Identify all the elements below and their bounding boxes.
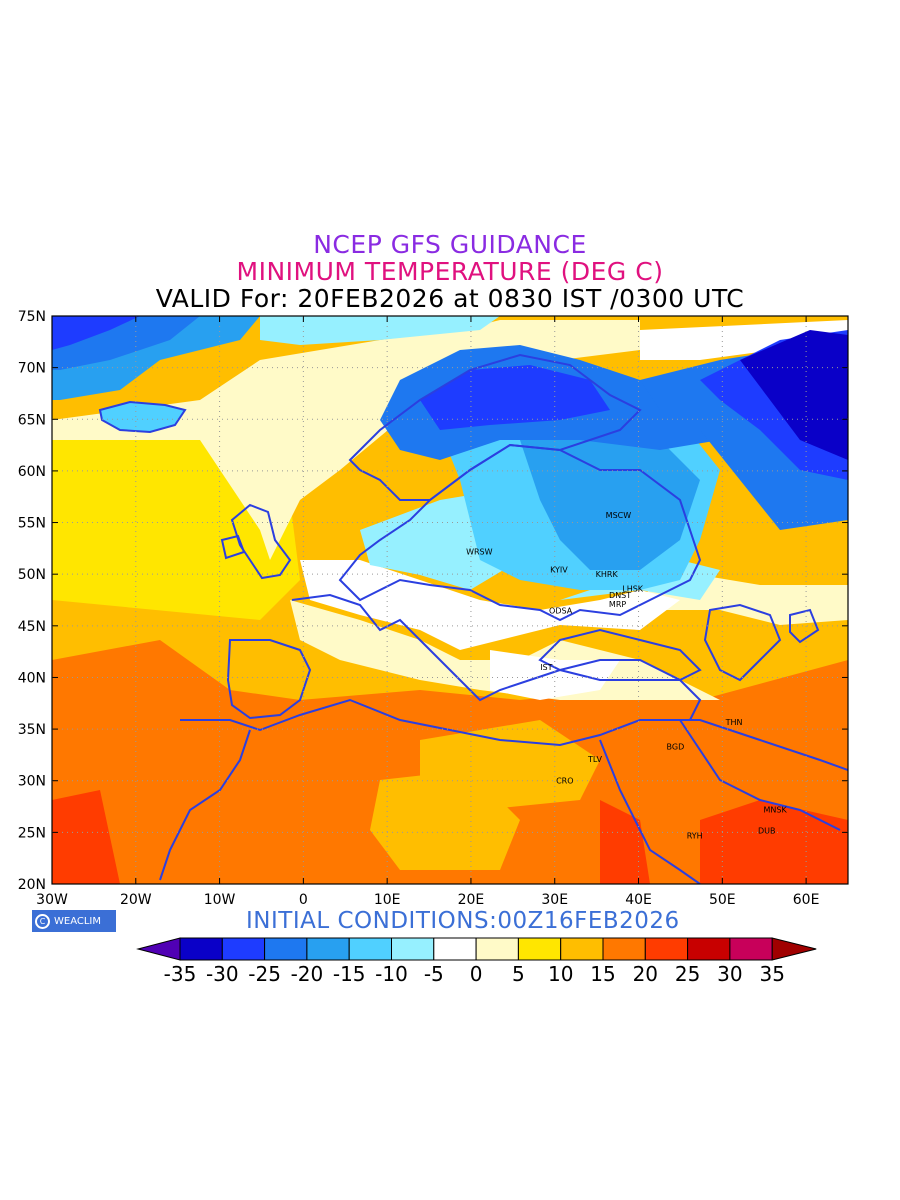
colorbar-label: 10: [548, 962, 573, 986]
lon-label: 50E: [709, 892, 736, 908]
colorbar-swatch: [687, 937, 731, 961]
longitude-labels: 30W 20W 10W 0 10E 20E 30E 40E 50E 60E: [36, 892, 819, 908]
lat-label: 45N: [18, 619, 46, 635]
lon-label: 20E: [458, 892, 485, 908]
latitude-labels: 75N 70N 65N 60N 55N 50N 45N 40N 35N 30N 25N 20N: [18, 309, 46, 893]
colorbar-label: 0: [470, 962, 483, 986]
lat-label: 55N: [18, 516, 46, 532]
city-label-kyiv: KYIV: [550, 566, 568, 575]
lon-label: 0: [299, 892, 308, 908]
city-label-dnst: DNST: [609, 591, 631, 600]
colorbar-label: 25: [675, 962, 700, 986]
colorbar-under-arrow: [136, 937, 181, 961]
city-label-dub: DUB: [758, 826, 776, 835]
colorbar-swatch: [729, 937, 773, 961]
lon-label: 10E: [374, 892, 401, 908]
initial-conditions-label: INITIAL CONDITIONS:00Z16FEB2026: [246, 908, 680, 934]
lat-label: 50N: [18, 567, 46, 583]
city-label-thn: THN: [725, 718, 743, 727]
colorbar-swatch: [179, 937, 223, 961]
colorbar-swatch: [221, 937, 266, 961]
colorbar-swatch: [560, 937, 604, 961]
city-label-wrsw: WRSW: [466, 547, 493, 556]
colorbar: -35 -30 -25 -20 -15 -10 -5 0 5 10 15 20 25 30 35: [136, 937, 817, 986]
colorbar-label: -15: [333, 962, 366, 986]
temperature-field: [52, 316, 848, 884]
colorbar-swatch: [602, 937, 646, 961]
weaclim-logo: C WEACLIM: [32, 910, 116, 932]
city-label-ryh: RYH: [687, 831, 703, 840]
city-label-mnsk: MNSK: [763, 806, 787, 815]
colorbar-label: 30: [717, 962, 742, 986]
colorbar-label: 5: [512, 962, 525, 986]
lon-label: 20W: [120, 892, 152, 908]
colorbar-swatch: [348, 937, 393, 961]
title-line-2: MINIMUM TEMPERATURE (DEG C): [236, 257, 664, 286]
city-label-lhsk: LHSK: [622, 585, 644, 594]
colorbar-swatch: [475, 937, 519, 961]
map-frame: [51, 315, 849, 885]
colorbar-swatch: [433, 937, 477, 961]
lat-label: 35N: [18, 722, 46, 738]
colorbar-swatch: [517, 937, 562, 961]
colorbar-label: -35: [164, 962, 197, 986]
colorbar-label: -10: [375, 962, 408, 986]
lon-label: 60E: [793, 892, 820, 908]
lat-label: 75N: [18, 309, 46, 325]
lat-label: 60N: [18, 464, 46, 480]
title-line-1: NCEP GFS GUIDANCE: [313, 230, 587, 259]
logo-icon: C: [35, 913, 50, 929]
lon-label: 40E: [625, 892, 652, 908]
lat-label: 25N: [18, 825, 46, 841]
colorbar-swatch: [306, 937, 350, 961]
colorbar-label: 15: [590, 962, 615, 986]
lat-label: 70N: [18, 361, 46, 377]
colorbar-label: 35: [759, 962, 784, 986]
lon-label: 10W: [204, 892, 236, 908]
city-label-khrk: KHRK: [596, 570, 619, 579]
lon-label: 30W: [36, 892, 68, 908]
city-label-bgd: BGD: [667, 743, 685, 752]
colorbar-swatch: [264, 937, 308, 961]
lat-label: 40N: [18, 670, 46, 686]
colorbar-label: 20: [633, 962, 658, 986]
lat-label: 20N: [18, 877, 46, 893]
colorbar-label: -5: [424, 962, 444, 986]
lon-label: 30E: [541, 892, 568, 908]
city-label-mscw: MSCW: [606, 511, 632, 520]
logo-text: WEACLIM: [54, 915, 102, 927]
colorbar-label: -20: [291, 962, 324, 986]
colorbar-label: -25: [248, 962, 281, 986]
city-label-tlv: TLV: [587, 755, 602, 764]
city-label-cro: CRO: [556, 777, 573, 786]
colorbar-swatch: [644, 937, 689, 961]
colorbar-swatch: [391, 937, 435, 961]
coastlines: [98, 353, 848, 884]
title-line-3: VALID For: 20FEB2026 at 0830 IST /0300 U…: [155, 284, 745, 313]
colorbar-label: -30: [206, 962, 239, 986]
axis-ticks: [51, 315, 848, 885]
lat-label: 30N: [18, 774, 46, 790]
city-label-ist: IST: [540, 663, 552, 672]
colorbar-over-arrow: [771, 937, 817, 961]
lat-label: 65N: [18, 412, 46, 428]
city-label-odsa: ODSA: [549, 606, 573, 615]
city-label-mrp: MRP: [609, 600, 626, 609]
